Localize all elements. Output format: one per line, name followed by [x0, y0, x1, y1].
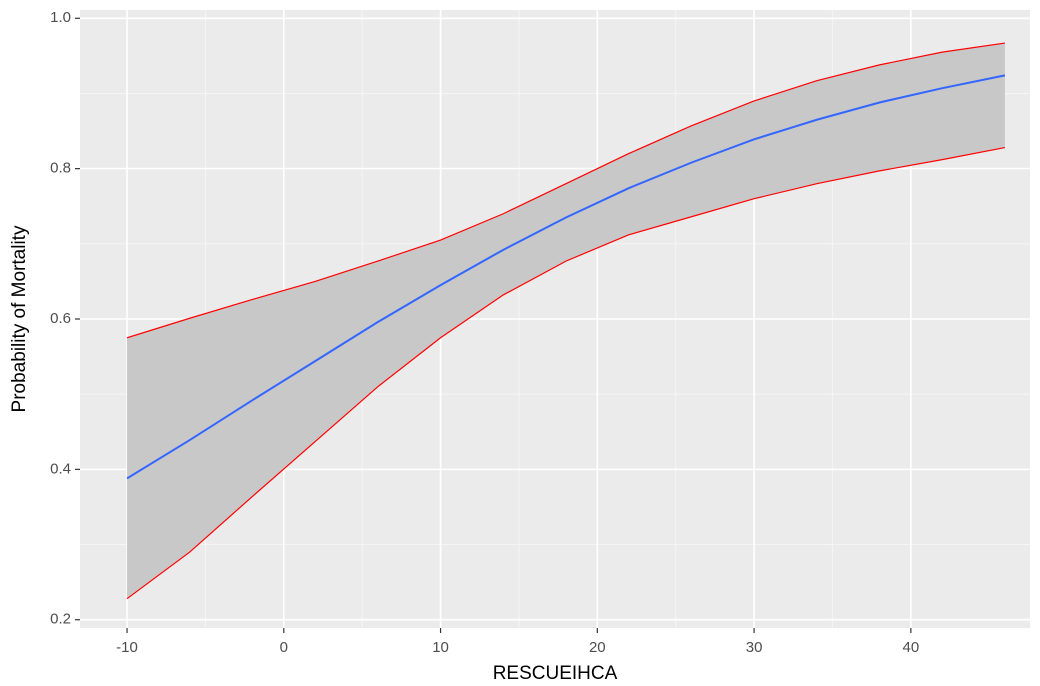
- y-tick-label: 1.0: [50, 9, 71, 26]
- series-line: [126, 74, 1006, 480]
- x-tick-label: 30: [746, 639, 763, 656]
- confidence-band: [127, 43, 1005, 599]
- y-tick-label: 0.2: [50, 611, 71, 628]
- x-tick-label: 20: [589, 639, 606, 656]
- x-tick-label: 40: [903, 639, 920, 656]
- band-upper-line: [126, 42, 1006, 339]
- y-tick-label: 0.4: [50, 460, 71, 477]
- band-lower-line: [126, 146, 1006, 600]
- x-axis-title: RESCUEIHCA: [493, 663, 618, 684]
- axes: 0.2 0.4 0.6 0.8 1.0 -10 0 10 20 30 40: [50, 9, 919, 656]
- x-tick-label: 0: [280, 639, 288, 656]
- y-axis-title: Probability of Mortality: [9, 225, 30, 412]
- y-tick-label: 0.8: [50, 160, 71, 177]
- x-tick-label: -10: [116, 639, 138, 656]
- x-tick-label: 10: [432, 639, 449, 656]
- y-tick-label: 0.6: [50, 310, 71, 327]
- marks: [126, 42, 1006, 600]
